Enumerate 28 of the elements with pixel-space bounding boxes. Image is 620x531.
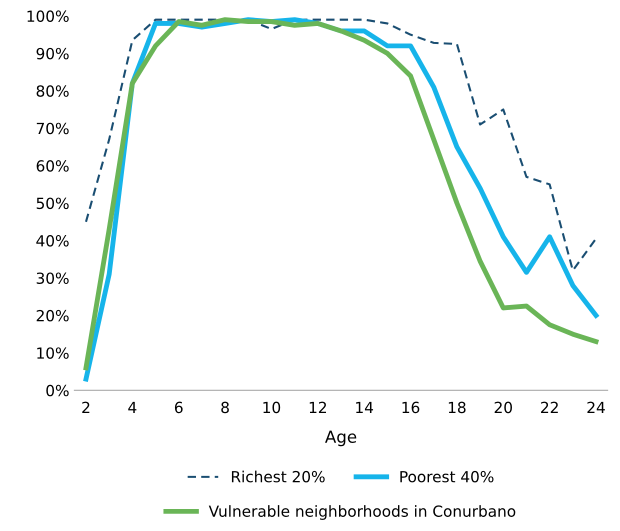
x-axis-title: Age (325, 430, 356, 446)
x-tick-label: 2 (82, 402, 90, 414)
x-tick-label: 6 (174, 402, 183, 414)
x-tick-label: 18 (448, 402, 466, 414)
y-tick-label: 40% (36, 235, 69, 247)
line-series (84, 18, 598, 272)
y-tick-label: 0% (46, 384, 69, 396)
y-tick-label: 60% (36, 160, 69, 172)
x-tick-label: 14 (356, 402, 374, 414)
x-tick-label: 10 (263, 402, 280, 414)
x-tick-label: 8 (221, 402, 229, 414)
x-tick-label: 4 (128, 402, 136, 414)
y-tick-label: 50% (36, 198, 69, 210)
x-tick-label: 20 (494, 402, 512, 414)
x-tick-label: 16 (402, 402, 420, 414)
y-tick-label: 80% (36, 85, 69, 97)
y-tick-label: 30% (36, 272, 69, 284)
y-tick-label: 10% (37, 347, 69, 359)
legend-label: Poorest 40% (400, 470, 494, 482)
x-tick-label: 24 (587, 402, 605, 414)
y-tick-label: 20% (36, 310, 69, 322)
legend-label: Vulnerable neighborhoods in Conurbano (208, 505, 516, 520)
y-tick-label: 90% (36, 48, 69, 60)
legend-label: Richest 20% (232, 470, 325, 482)
x-tick-label: 22 (541, 402, 558, 414)
x-tick-label: 12 (310, 402, 326, 414)
y-tick-label: 100% (28, 10, 69, 22)
y-tick-label: 70% (36, 122, 69, 134)
